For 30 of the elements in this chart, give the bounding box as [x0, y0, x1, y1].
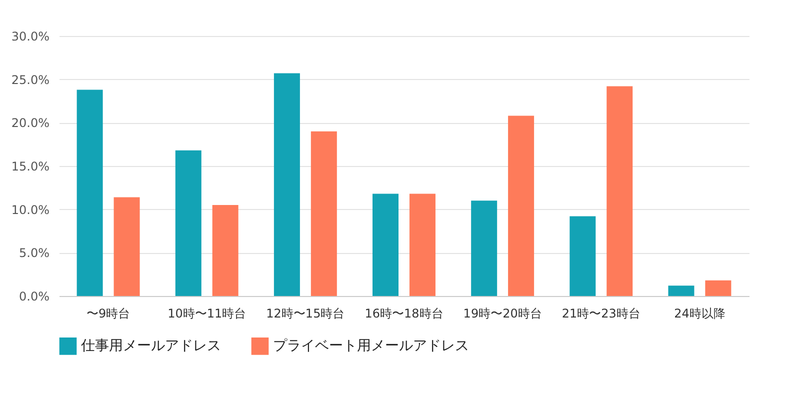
y-tick-label: 20.0%: [11, 116, 50, 130]
bar: [372, 194, 399, 296]
x-tick-label: 〜9時台: [86, 306, 130, 320]
bar: [705, 280, 732, 296]
x-tick-label: 12時〜15時台: [266, 306, 345, 320]
y-tick-label: 5.0%: [19, 246, 50, 260]
bar: [212, 205, 238, 296]
bar: [471, 200, 498, 296]
legend-label: プライベート用メールアドレス: [273, 338, 469, 354]
bar: [310, 131, 337, 296]
bar: [508, 116, 534, 296]
bar: [274, 73, 300, 296]
bar: [668, 286, 694, 296]
y-tick-label: 0.0%: [19, 290, 50, 304]
y-tick-label: 10.0%: [11, 202, 50, 217]
y-tick-label: 25.0%: [11, 72, 50, 87]
x-tick-label: 24時以降: [674, 306, 726, 320]
legend-label: 仕事用メールアドレス: [80, 338, 221, 354]
bar: [114, 197, 140, 296]
bar: [175, 150, 202, 296]
y-tick-label: 30.0%: [11, 30, 50, 44]
bar: [76, 90, 103, 296]
y-tick-label: 15.0%: [11, 160, 50, 174]
bar: [570, 216, 596, 296]
bar: [606, 86, 633, 296]
bar: [409, 194, 436, 296]
x-tick-label: 19時〜20時台: [463, 306, 542, 320]
x-tick-label: 21時〜23時台: [562, 306, 640, 320]
x-tick-label: 16時〜18時台: [364, 306, 444, 320]
x-tick-label: 10時〜11時台: [168, 306, 246, 320]
